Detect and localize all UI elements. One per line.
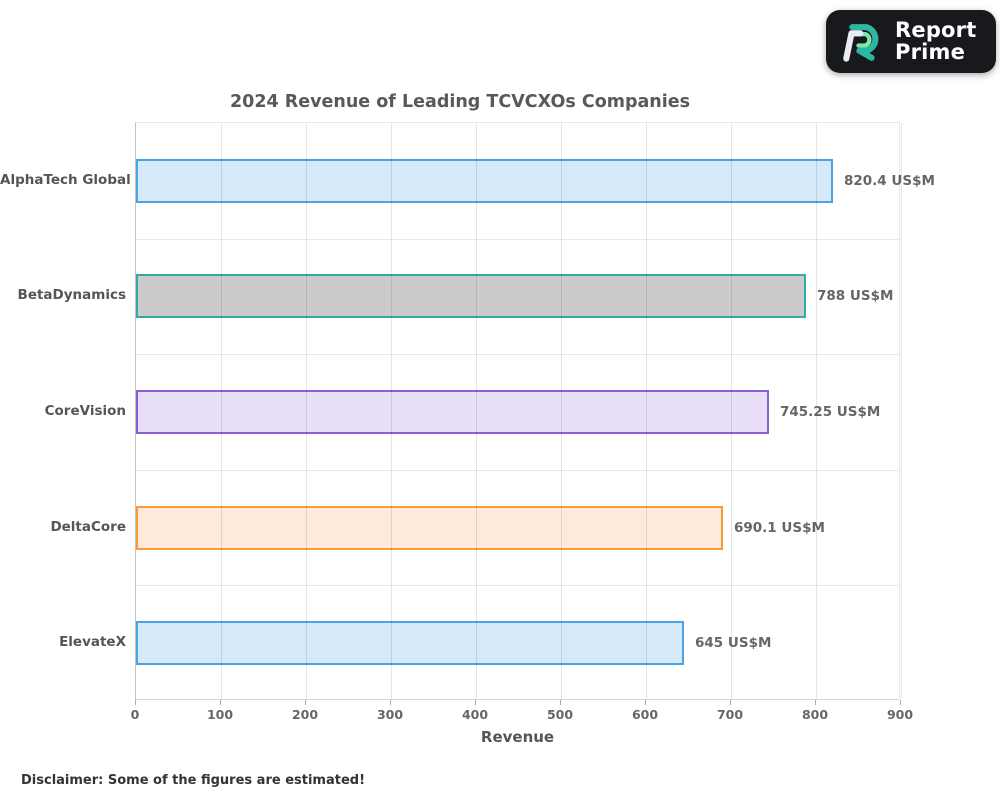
x-ticklabel-400: 400: [461, 707, 489, 722]
x-tickmark-900: [900, 700, 901, 705]
x-tickmark-300: [390, 700, 391, 705]
gridline-row-3: [136, 470, 899, 471]
category-label: CoreVision: [44, 403, 126, 419]
bar-deltacore: [136, 506, 723, 550]
gridline-x-900: [901, 123, 902, 699]
value-label: 645 US$M: [695, 635, 772, 651]
x-ticklabel-100: 100: [206, 707, 234, 722]
x-ticklabel-500: 500: [546, 707, 574, 722]
logo-text-prime: Prime: [895, 39, 966, 64]
x-tickmark-400: [475, 700, 476, 705]
value-label: 690.1 US$M: [734, 520, 825, 536]
x-ticklabel-600: 600: [631, 707, 659, 722]
x-tickmark-200: [305, 700, 306, 705]
bar-betadynamics: [136, 274, 806, 318]
x-ticklabel-700: 700: [716, 707, 744, 722]
bar-elevatex: [136, 621, 684, 665]
x-ticklabel-300: 300: [376, 707, 404, 722]
value-label: 788 US$M: [817, 288, 894, 304]
x-tickmark-100: [220, 700, 221, 705]
chart-title: 2024 Revenue of Leading TCVCXOs Companie…: [229, 92, 691, 112]
category-label: BetaDynamics: [17, 287, 126, 303]
gridline-row-2: [136, 354, 899, 355]
x-tickmark-700: [730, 700, 731, 705]
category-label: AlphaTech Global: [0, 172, 131, 188]
bar-alphatech-global: [136, 159, 833, 203]
x-ticklabel-200: 200: [291, 707, 319, 722]
x-tickmark-0: [135, 700, 136, 705]
x-tickmark-800: [815, 700, 816, 705]
value-label: 745.25 US$M: [780, 404, 881, 420]
x-axis-label: Revenue: [480, 728, 555, 746]
report-prime-logo: Report Prime: [826, 10, 996, 73]
x-tickmark-500: [560, 700, 561, 705]
report-prime-logo-icon: [843, 23, 879, 62]
x-ticklabel-800: 800: [801, 707, 829, 722]
x-tickmark-600: [645, 700, 646, 705]
gridline-row-1: [136, 239, 899, 240]
bar-corevision: [136, 390, 769, 434]
disclaimer-text: Disclaimer: Some of the figures are esti…: [21, 773, 366, 788]
logo-text: Report Prime: [895, 17, 977, 64]
plot-area: 820.4 US$M 788 US$M 745.25 US$M 690.1 US$M 6…: [135, 122, 935, 700]
logo-text-report: Report: [895, 17, 977, 42]
gridline-row-4: [136, 585, 899, 586]
category-label: DeltaCore: [50, 519, 126, 535]
x-ticklabel-0: 0: [130, 707, 140, 722]
category-label: ElevateX: [59, 634, 126, 650]
x-ticklabel-900: 900: [886, 707, 914, 722]
value-label: 820.4 US$M: [844, 173, 935, 189]
